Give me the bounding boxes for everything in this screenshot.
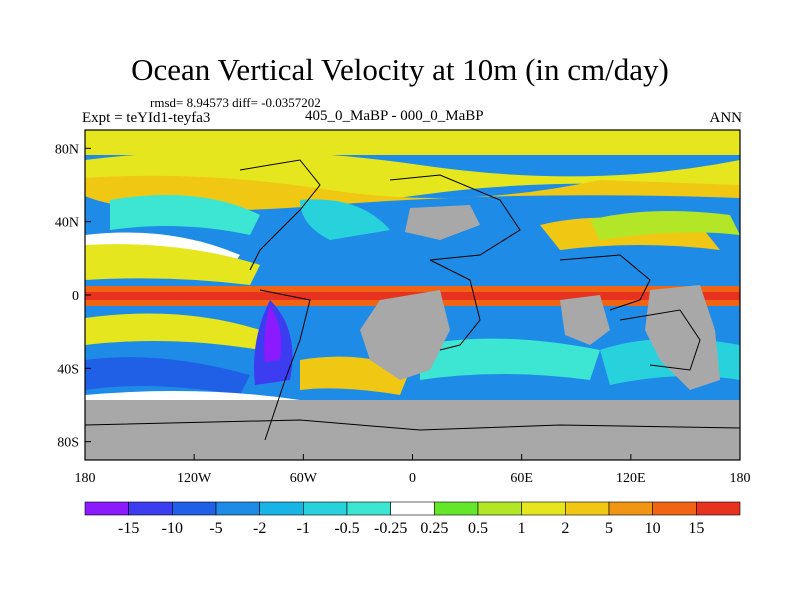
colorbar-label: -0.5 [334,520,359,537]
field-band-north-2 [85,175,740,211]
colorbar-label: 0.25 [420,520,448,537]
coastline-7 [85,419,740,431]
colorbar-swatch [565,501,610,516]
map-field [85,130,740,460]
coastline-4 [429,259,481,351]
stats-label: rmsd= 8.94573 diff= -0.0357202 [150,95,321,110]
colorbar-label: -5 [209,520,222,537]
colorbar-label: -1 [297,520,310,537]
coastline-2 [259,289,311,441]
field-band-subtrop-n [85,244,260,285]
lon-label: 120E [616,471,646,486]
colorbar-label: 10 [645,520,661,537]
field-patch-npac [110,195,260,235]
colorbar-label: 5 [605,520,613,537]
coastline-5 [559,254,651,311]
field-band-subtrop-s [85,313,260,350]
colorbar-label: 15 [688,520,704,537]
land-australia-region [645,285,720,390]
field-patch-sio [420,338,600,380]
colorbar-swatch [477,501,522,516]
coastline-6 [619,309,701,371]
colorbar-swatch [172,501,217,516]
lon-label: 180 [75,471,96,486]
colorbar-label: -0.25 [374,520,407,537]
plot-title: Ocean Vertical Velocity at 10m (in cm/da… [131,52,669,87]
land-africa-south [360,290,450,380]
field-patch-wpac-2 [590,211,740,240]
lon-label: 0 [409,471,416,486]
colorbar-swatch [696,501,741,516]
coastlines [85,159,740,441]
field-band-south [85,357,250,395]
colorbar-swatch [303,501,348,516]
axis-labels: 80N 40N 0 40S 80S 180 120W 60W 0 60E 120E 180 [55,142,751,486]
land-patch-east [560,295,610,345]
colorbar-swatch [521,501,566,516]
colorbar-label: -15 [118,520,139,537]
lon-label: 180 [730,471,751,486]
season-label: ANN [709,110,743,126]
field-patch-arctic [85,130,740,155]
colorbar-swatch [259,501,304,516]
coastline-1 [239,159,321,271]
colorbar-label: -2 [253,520,266,537]
lat-label: 40N [55,216,79,231]
colorbar-swatch [434,501,479,516]
experiment-label: Expt = teYId1-teyfa3 [82,110,211,126]
colorbar-swatch [84,501,129,516]
field-patch-natl [300,199,390,240]
lon-label: 60E [510,471,533,486]
colorbar-swatch [608,501,653,516]
lat-label: 80N [55,142,79,157]
coastline-3 [389,174,521,261]
center-subtitle: 405_0_MaBP - 000_0_MaBP [305,108,484,124]
colorbar-label: 0.5 [468,520,488,537]
lat-label: 0 [72,289,79,304]
lat-label: 80S [57,436,79,451]
colorbar-swatch [215,501,260,516]
lon-label: 60W [290,471,318,486]
colorbar: -15 -10 -5 -2 -1 -0.5 -0.25 0.25 0.5 1 2 5 10 15 [84,501,741,537]
colorbar-swatch [128,501,173,516]
lon-label: 120W [177,471,212,486]
field-patch-downwell-core [264,305,282,362]
colorbar-label: -10 [162,520,183,537]
land-patch-north [405,205,480,240]
colorbar-swatch [346,501,391,516]
colorbar-label: 2 [561,520,569,537]
colorbar-swatch [652,501,697,516]
land-antarctica [85,400,740,460]
colorbar-swatch [390,501,435,516]
lat-label: 40S [57,362,79,377]
colorbar-label: 1 [518,520,526,537]
